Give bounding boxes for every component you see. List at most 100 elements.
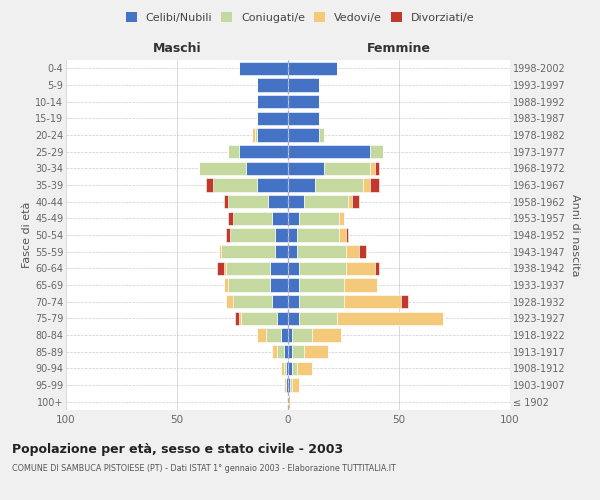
Bar [299, 262, 346, 275]
Bar [257, 178, 288, 192]
Bar [239, 62, 288, 75]
Bar [257, 328, 266, 342]
Bar [292, 345, 304, 358]
Bar [284, 362, 286, 375]
Bar [370, 145, 383, 158]
Bar [255, 128, 257, 141]
Bar [299, 312, 337, 325]
Bar [232, 212, 272, 225]
Bar [226, 228, 230, 241]
Bar [268, 195, 288, 208]
Bar [224, 262, 226, 275]
Bar [292, 362, 297, 375]
Bar [288, 295, 299, 308]
Bar [374, 162, 379, 175]
Bar [257, 95, 288, 108]
Bar [275, 228, 288, 241]
Legend: Celibi/Nubili, Coniugati/e, Vedovi/e, Divorziati/e: Celibi/Nubili, Coniugati/e, Vedovi/e, Di… [121, 8, 479, 28]
Bar [339, 228, 346, 241]
Bar [346, 228, 348, 241]
Bar [288, 128, 319, 141]
Bar [253, 128, 254, 141]
Bar [401, 295, 408, 308]
Bar [281, 362, 284, 375]
Bar [288, 195, 304, 208]
Bar [288, 395, 290, 408]
Bar [297, 362, 313, 375]
Bar [239, 145, 288, 158]
Bar [346, 245, 359, 258]
Bar [284, 378, 286, 392]
Bar [272, 345, 277, 358]
Y-axis label: Fasce di età: Fasce di età [22, 202, 32, 268]
Bar [323, 162, 370, 175]
Bar [275, 245, 288, 258]
Bar [288, 328, 292, 342]
Bar [288, 212, 299, 225]
Bar [286, 362, 288, 375]
Bar [212, 178, 257, 192]
Bar [239, 312, 241, 325]
Bar [257, 112, 288, 125]
Bar [297, 228, 339, 241]
Bar [232, 295, 272, 308]
Bar [270, 262, 288, 275]
Text: Femmine: Femmine [367, 42, 431, 55]
Bar [292, 328, 313, 342]
Bar [272, 212, 288, 225]
Bar [370, 178, 379, 192]
Bar [288, 112, 319, 125]
Bar [288, 162, 323, 175]
Bar [339, 212, 343, 225]
Bar [286, 378, 288, 392]
Bar [297, 245, 346, 258]
Bar [288, 262, 299, 275]
Bar [221, 245, 275, 258]
Bar [272, 295, 288, 308]
Text: COMUNE DI SAMBUCA PISTOIESE (PT) - Dati ISTAT 1° gennaio 2003 - Elaborazione TUT: COMUNE DI SAMBUCA PISTOIESE (PT) - Dati … [12, 464, 396, 473]
Bar [226, 262, 270, 275]
Bar [235, 312, 239, 325]
Bar [224, 278, 228, 291]
Bar [319, 128, 323, 141]
Bar [228, 145, 239, 158]
Bar [228, 278, 270, 291]
Bar [364, 178, 370, 192]
Bar [217, 262, 224, 275]
Bar [288, 145, 370, 158]
Bar [304, 195, 348, 208]
Bar [304, 345, 328, 358]
Bar [277, 312, 288, 325]
Bar [314, 178, 364, 192]
Bar [337, 312, 443, 325]
Bar [206, 178, 212, 192]
Bar [346, 262, 374, 275]
Bar [288, 278, 299, 291]
Text: Popolazione per età, sesso e stato civile - 2003: Popolazione per età, sesso e stato civil… [12, 442, 343, 456]
Bar [228, 195, 268, 208]
Bar [228, 212, 233, 225]
Bar [288, 362, 292, 375]
Bar [288, 62, 337, 75]
Bar [299, 295, 343, 308]
Bar [288, 78, 319, 92]
Bar [224, 195, 228, 208]
Bar [219, 245, 221, 258]
Bar [288, 178, 314, 192]
Bar [257, 128, 288, 141]
Bar [270, 278, 288, 291]
Bar [288, 378, 290, 392]
Bar [226, 295, 233, 308]
Bar [281, 328, 288, 342]
Bar [230, 228, 275, 241]
Bar [241, 312, 277, 325]
Bar [299, 212, 339, 225]
Bar [290, 378, 292, 392]
Bar [348, 195, 352, 208]
Bar [284, 345, 288, 358]
Bar [246, 162, 288, 175]
Bar [292, 378, 299, 392]
Bar [199, 162, 246, 175]
Bar [288, 228, 297, 241]
Bar [277, 345, 284, 358]
